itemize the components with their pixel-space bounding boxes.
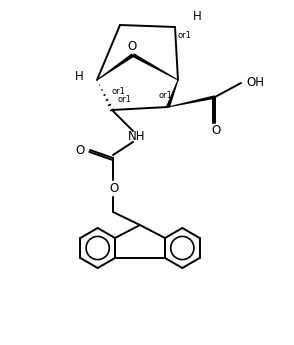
Text: OH: OH xyxy=(246,77,264,89)
Text: O: O xyxy=(127,39,137,52)
Polygon shape xyxy=(166,80,178,108)
Text: O: O xyxy=(211,125,220,138)
Polygon shape xyxy=(132,53,178,80)
Text: or1: or1 xyxy=(111,88,125,97)
Text: NH: NH xyxy=(128,130,146,144)
Polygon shape xyxy=(97,53,134,80)
Text: H: H xyxy=(75,70,83,83)
Text: or1: or1 xyxy=(117,96,131,105)
Polygon shape xyxy=(168,95,216,108)
Text: or1: or1 xyxy=(158,90,172,99)
Text: H: H xyxy=(193,10,201,23)
Text: O: O xyxy=(109,183,118,196)
Text: or1: or1 xyxy=(178,30,192,39)
Text: O: O xyxy=(75,144,85,157)
